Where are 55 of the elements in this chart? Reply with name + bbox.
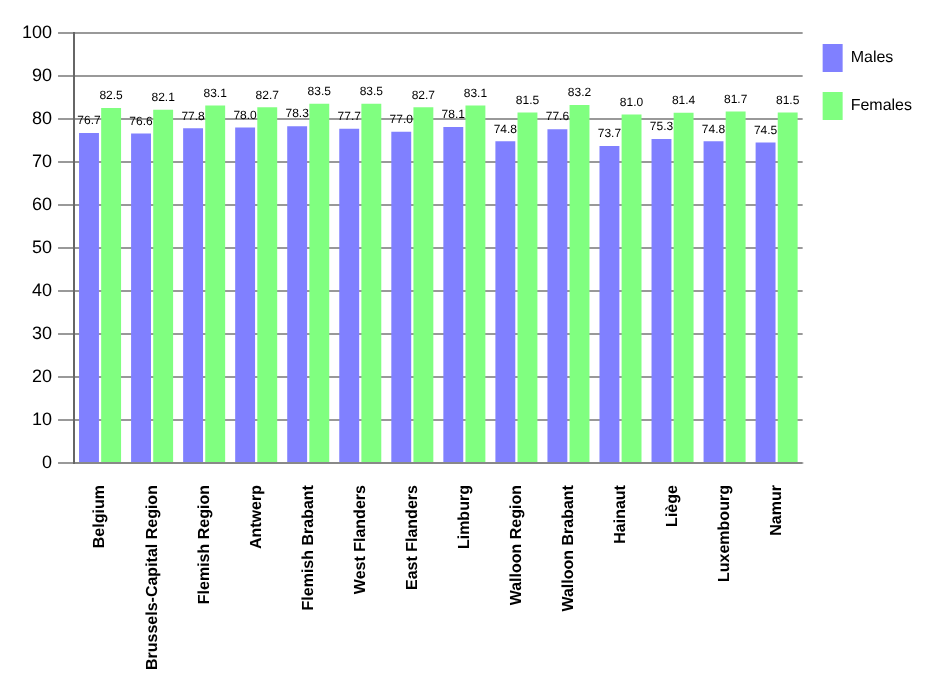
y-tick-label: 10: [32, 409, 53, 430]
bar: [777, 112, 798, 463]
y-tick-label: 50: [32, 236, 53, 257]
bar: [599, 145, 620, 463]
bar: [495, 141, 516, 463]
bar: [725, 111, 746, 463]
bar: [569, 105, 590, 463]
bar: [153, 109, 174, 463]
bar: [413, 107, 434, 463]
bar: [621, 114, 642, 463]
x-tick-label: Brussels-Capital Region: [142, 484, 161, 671]
bar: [257, 107, 278, 463]
bar: [235, 127, 256, 463]
bar: [465, 105, 486, 463]
x-tick-label: Belgium: [90, 485, 109, 549]
x-tick-label: Flemish Brabant: [298, 484, 317, 611]
bar: [443, 127, 464, 463]
y-tick-label: 70: [32, 150, 53, 171]
x-tick-label: Liège: [662, 483, 681, 527]
y-tick-label: 100: [21, 21, 53, 42]
bar: [651, 139, 672, 463]
y-tick-label: 90: [32, 64, 53, 85]
y-tick-label: 80: [32, 107, 53, 128]
x-tick-label: Limburg: [454, 484, 473, 550]
x-tick-label: Flemish Region: [194, 484, 213, 605]
bar: [339, 128, 360, 463]
bar: [517, 112, 538, 463]
x-tick-label: Hainaut: [610, 484, 629, 544]
x-tick-label: Luxembourg: [714, 484, 733, 582]
bar: [361, 103, 382, 463]
y-tick-label: 60: [32, 193, 53, 214]
y-tick-label: 30: [32, 322, 53, 343]
bar: [673, 112, 694, 463]
legend-label: Males: [850, 48, 894, 67]
x-tick-label: Walloon Region: [506, 484, 525, 606]
x-tick-label: West Flanders: [350, 483, 369, 595]
y-tick-label: 0: [42, 452, 53, 473]
bar: [205, 105, 226, 463]
bar: [547, 129, 568, 463]
bar: [79, 133, 99, 463]
bar: [183, 128, 204, 463]
x-tick-label: Walloon Brabant: [558, 484, 577, 612]
legend-label: Females: [850, 96, 913, 115]
bar: [101, 108, 122, 463]
y-tick-label: 20: [32, 365, 53, 386]
y-tick-label: 40: [32, 279, 53, 300]
x-tick-label: Antwerp: [246, 484, 265, 550]
x-tick-label: East Flanders: [402, 483, 421, 591]
bar: [131, 133, 151, 463]
bar: [755, 142, 776, 463]
x-tick-label: Namur: [767, 485, 786, 536]
bar: [703, 141, 724, 463]
bar: [391, 131, 412, 463]
bar: [309, 103, 330, 463]
bar: [287, 126, 308, 463]
